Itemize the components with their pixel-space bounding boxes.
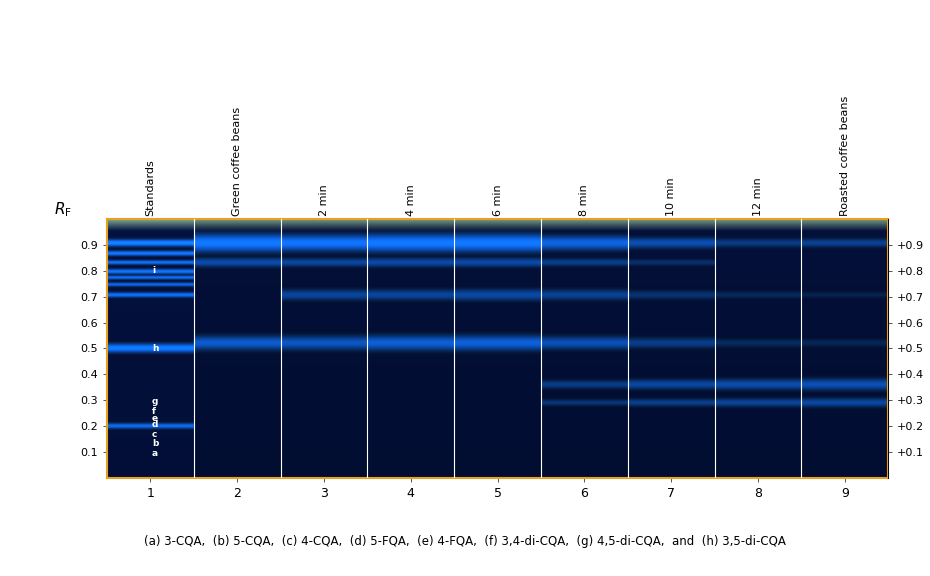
Text: i: i [153,266,155,275]
Text: 8 min: 8 min [579,184,590,216]
Text: Roasted coffee beans: Roasted coffee beans [840,96,850,216]
Text: 4 min: 4 min [405,184,416,216]
Text: 6 min: 6 min [493,184,502,216]
Text: $R_\mathrm{F}$: $R_\mathrm{F}$ [54,200,72,219]
Text: Green coffee beans: Green coffee beans [232,107,242,216]
Text: 2 min: 2 min [319,184,329,216]
Text: f: f [153,407,156,416]
Text: d: d [153,420,158,430]
Text: (a) 3-CQA,  (b) 5-CQA,  (c) 4-CQA,  (d) 5-FQA,  (e) 4-FQA,  (f) 3,4-di-CQA,  (g): (a) 3-CQA, (b) 5-CQA, (c) 4-CQA, (d) 5-F… [144,535,786,548]
Text: 12 min: 12 min [753,177,763,216]
Text: h: h [153,344,159,353]
Text: c: c [153,430,157,438]
Text: e: e [153,415,158,423]
Text: a: a [153,449,158,458]
Text: g: g [153,397,158,406]
Text: 10 min: 10 min [666,177,676,216]
Text: Standards: Standards [145,159,155,216]
Text: b: b [153,438,158,448]
